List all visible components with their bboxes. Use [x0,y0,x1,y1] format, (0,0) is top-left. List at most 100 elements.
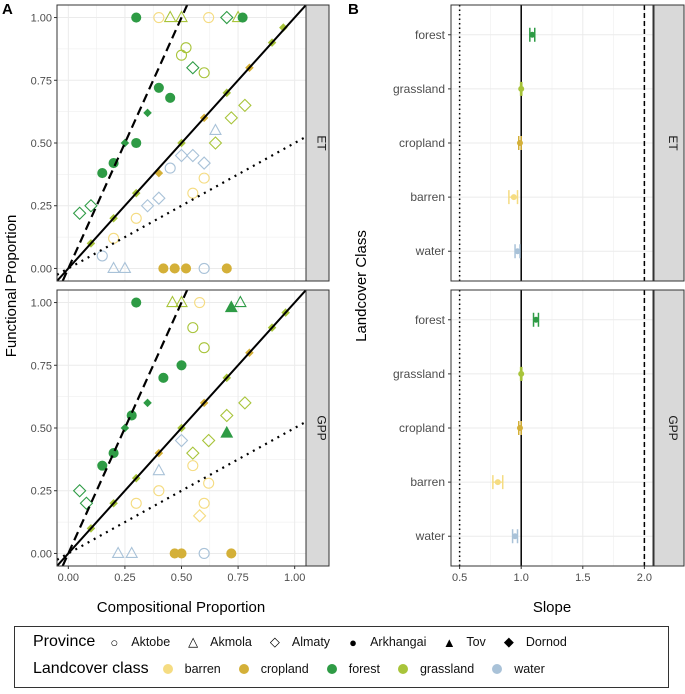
x-tick-label: 0.25 [114,572,135,584]
data-point [153,485,165,497]
data-point [153,11,165,24]
y-tick-label: 0.75 [31,360,52,372]
data-point [219,408,234,423]
data-point [158,372,169,383]
y-tick-label: 0.00 [31,548,52,560]
x-tick-label: 0.5 [452,572,467,584]
slope-point [518,85,525,92]
data-point [208,136,223,150]
data-point [176,360,187,371]
legend-landcover-title: Landcover class [33,660,149,677]
legend-province-label: Arkhangai [370,635,427,649]
facet-strip [653,289,685,567]
legend-shape-icon: ○ [110,634,119,650]
data-point [221,263,232,274]
reference-line-solid [57,5,306,281]
data-point [219,10,234,25]
data-point [186,148,200,163]
legend-shape-icon: ◇ [269,634,280,649]
data-point [198,497,210,509]
facet-strip-label: GPP [315,415,329,440]
legend-landcover-label: water [514,662,545,676]
legend-province-row: Province ○ Aktobe △ Akmola ◇ Almaty ● Arkhangai… [33,633,583,651]
data-point [224,111,239,125]
category-label: cropland [399,136,445,150]
legend-shape-icon: △ [188,634,199,649]
x-tick-label: 0.75 [227,572,248,584]
category-label: forest [415,28,446,42]
data-point [107,261,121,274]
data-point [164,162,176,174]
facet-panel-et: 0.00 0.25 0.50 0.75 1.00 ET [31,4,330,282]
category-label: water [415,244,445,258]
data-point [203,477,215,489]
data-point [165,92,176,103]
data-point [174,148,189,163]
data-point [176,548,187,559]
legend-province-label: Aktobe [131,635,171,649]
data-point [158,263,169,274]
data-point [198,547,210,560]
facet-strip [653,4,685,282]
category-label: grassland [393,367,445,381]
y-tick-label: 0.50 [31,138,52,150]
y-tick-label: 1.00 [31,13,52,25]
chart-canvas: A Functional Proportion Compositional Prop… [2,1,685,616]
data-point [198,172,210,184]
category-label: grassland [393,82,445,96]
legend-color-icon [237,662,251,677]
data-point [152,463,166,476]
legend-color-icon [490,662,504,677]
data-point [108,448,119,459]
slope-point [494,479,501,486]
facet-panel-gpp: 0.00 0.25 0.50 0.75 1.00 GPP [31,289,330,567]
data-point [125,546,139,559]
data-point [186,60,200,75]
data-point [97,460,108,471]
x-tick-label: 1.0 [514,572,529,584]
legend-shape-icon: ▲ [442,634,456,650]
data-point [96,250,108,262]
data-point [175,10,188,23]
data-point [111,546,125,559]
legend-province-label: Tov [466,635,486,649]
slope-point [529,31,536,38]
data-point [198,342,210,354]
data-point [79,496,94,511]
data-point [180,42,192,54]
legend-province-title: Province [33,633,96,650]
x-axis-title-b: Slope [533,599,571,616]
x-tick-label: 0.50 [171,572,192,584]
data-point [194,296,206,309]
facet-strip-label: GPP [666,415,680,440]
y-tick-label: 0.25 [31,486,52,498]
slope-point [512,533,519,540]
reference-line-dashed [61,290,189,566]
legend-province-label: Almaty [291,635,331,649]
data-point [237,12,248,23]
slope-point [518,370,525,377]
reference-line-dashed [61,5,189,281]
y-axis-title: Functional Proportion [3,215,20,358]
data-point [131,12,142,23]
legend-province-label: Dornod [525,635,567,649]
legend-landcover-label: grassland [419,662,475,676]
data-point [198,262,210,275]
data-point [152,191,166,205]
legend-color-icon [325,662,339,677]
data-point [72,206,87,221]
data-point [197,156,211,170]
data-point [238,396,252,410]
data-point [131,297,142,308]
legend-color-icon [396,662,410,677]
legend-landcover-label: cropland [260,662,309,676]
category-label: barren [410,190,445,204]
slope-point [516,425,523,431]
facet-panel-b-gpp: forest grassland cropland barren water GPP [393,289,685,567]
legend-province-label: Akmola [210,635,252,649]
reference-line-solid [57,290,306,566]
y-tick-label: 0.75 [31,75,52,87]
data-point [198,67,210,79]
legend-landcover-label: barren [184,662,221,676]
